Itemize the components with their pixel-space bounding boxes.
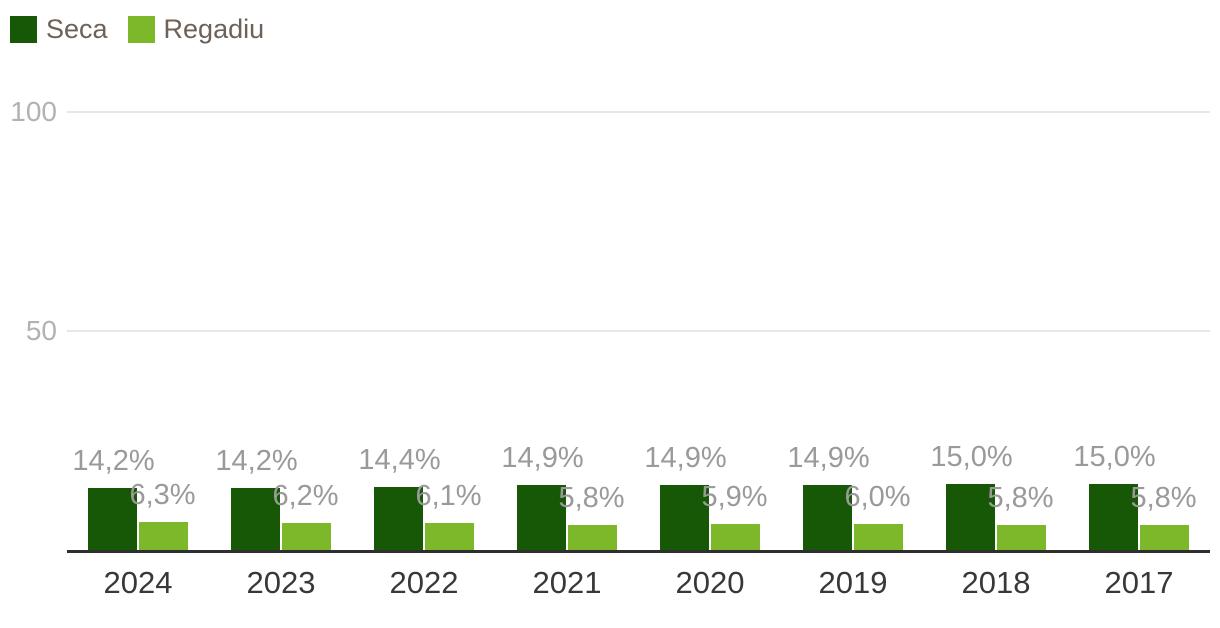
x-axis-label-2022: 2022 — [389, 565, 459, 600]
gridline-100 — [67, 111, 1210, 113]
x-axis-label-2021: 2021 — [532, 565, 602, 600]
value-label-seca-2020: 14,9% — [644, 441, 727, 474]
bar-seca-2018[interactable] — [946, 484, 995, 550]
value-label-seca-2021: 14,9% — [501, 441, 584, 474]
bar-regadiu-2022[interactable] — [425, 523, 474, 550]
value-label-seca-2023: 14,2% — [215, 444, 298, 477]
value-label-seca-2024: 14,2% — [72, 444, 155, 477]
bar-regadiu-2019[interactable] — [854, 523, 903, 550]
bar-seca-2024[interactable] — [88, 487, 137, 550]
value-label-seca-2017: 15,0% — [1073, 441, 1156, 474]
bar-regadiu-2021[interactable] — [568, 524, 617, 550]
seca-color-swatch — [10, 16, 37, 43]
legend-label-regadiu: Regadiu — [163, 14, 265, 44]
bar-regadiu-2018[interactable] — [997, 524, 1046, 550]
value-label-seca-2018: 15,0% — [930, 441, 1013, 474]
x-axis-label-2017: 2017 — [1104, 565, 1174, 600]
regadiu-color-swatch — [127, 16, 155, 43]
x-axis-label-2018: 2018 — [961, 565, 1031, 600]
bar-seca-2017[interactable] — [1089, 484, 1138, 550]
bar-seca-2021[interactable] — [517, 484, 566, 550]
y-axis-tick-100: 100 — [10, 96, 57, 127]
bar-regadiu-2024[interactable] — [139, 522, 188, 550]
gridline-50 — [67, 330, 1210, 332]
bar-regadiu-2020[interactable] — [711, 524, 760, 550]
bar-seca-2023[interactable] — [231, 487, 280, 550]
value-label-seca-2019: 14,9% — [787, 441, 870, 474]
x-axis-line — [67, 550, 1210, 553]
legend-label-seca: Seca — [46, 14, 108, 44]
bar-regadiu-2023[interactable] — [282, 522, 331, 550]
legend-item-regadiu[interactable]: Regadiu — [127, 14, 265, 44]
value-label-seca-2022: 14,4% — [358, 443, 441, 476]
bar-seca-2022[interactable] — [374, 486, 423, 550]
legend-item-seca[interactable]: Seca — [10, 16, 108, 43]
x-axis-label-2023: 2023 — [246, 565, 316, 600]
x-axis-label-2020: 2020 — [675, 565, 745, 600]
legend: Seca Regadiu — [10, 16, 264, 43]
bar-seca-2019[interactable] — [803, 484, 852, 550]
x-axis-label-2019: 2019 — [818, 565, 888, 600]
bar-seca-2020[interactable] — [660, 484, 709, 550]
x-axis-label-2024: 2024 — [103, 565, 173, 600]
bar-regadiu-2017[interactable] — [1140, 524, 1189, 550]
y-axis-tick-50: 50 — [25, 315, 57, 346]
